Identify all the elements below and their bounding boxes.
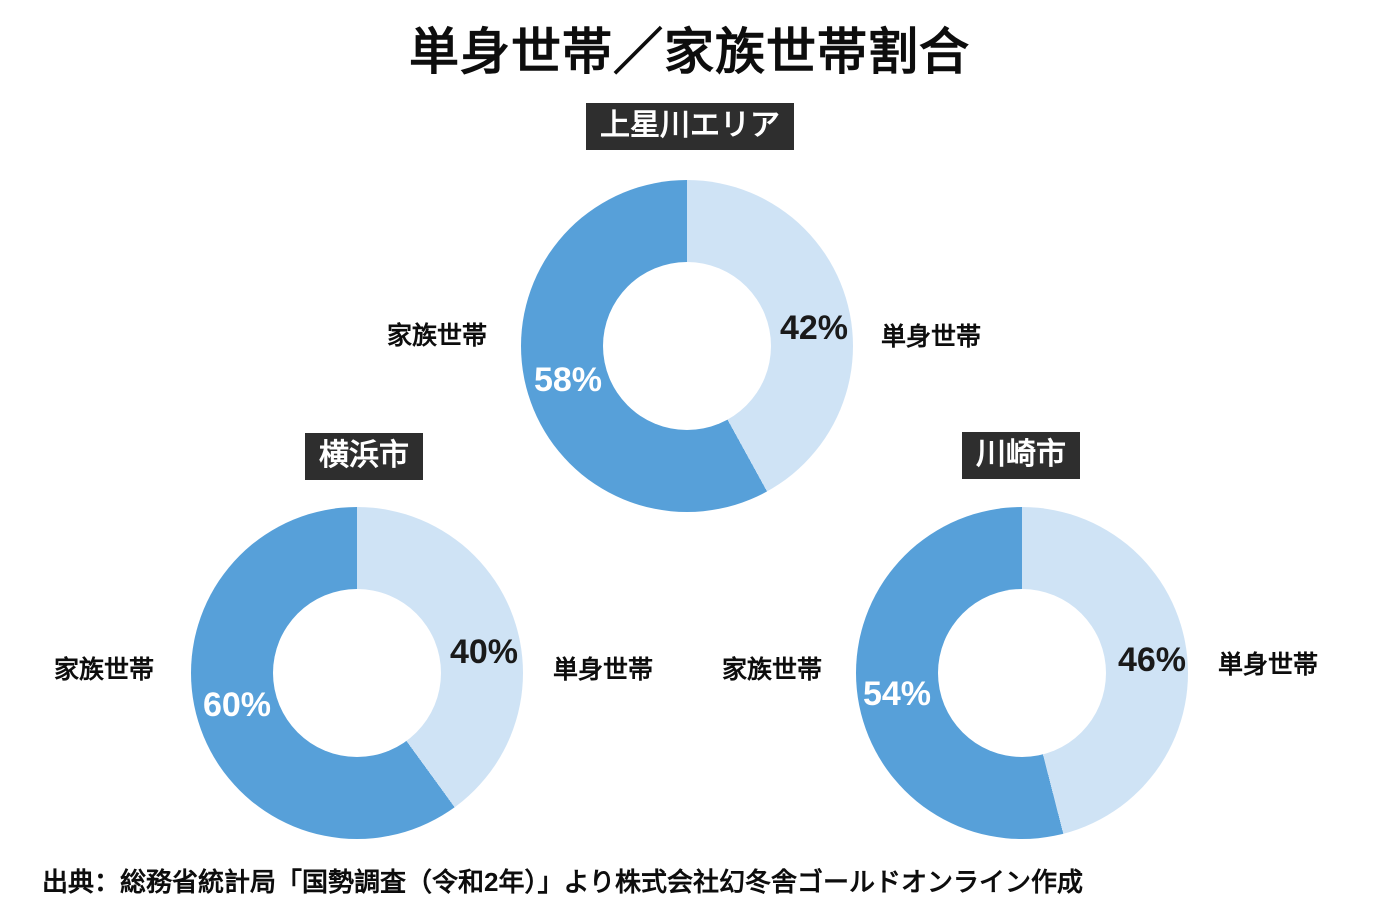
family-percentage-value: 58%: [533, 361, 603, 399]
area-badge: 川崎市: [962, 432, 1080, 479]
single-households-label: 単身世帯: [880, 323, 982, 351]
donut-chart-kamihoshikawa: 上星川エリア 家族世帯 単身世帯 58% 42%: [387, 103, 981, 512]
donut-chart-yokohama: 横浜市 家族世帯 単身世帯 60% 40%: [54, 433, 653, 839]
single-percentage-value: 42%: [779, 309, 849, 347]
source-note: 出典：総務省統計局「国勢調査（令和2年）」より株式会社幻冬舎ゴールドオンライン作…: [42, 867, 1083, 897]
single-households-label: 単身世帯: [1217, 651, 1319, 679]
family-households-label: 家族世帯: [386, 322, 488, 350]
donut-ring: [191, 507, 523, 839]
donut-chart-kawasaki: 川崎市 家族世帯 単身世帯 54% 46%: [722, 432, 1318, 839]
donut-ring: [521, 180, 853, 512]
page-title: 単身世帯／家族世帯割合: [409, 24, 970, 80]
single-households-label: 単身世帯: [552, 656, 654, 684]
family-households-label: 家族世帯: [721, 656, 823, 684]
area-badge: 横浜市: [305, 433, 423, 480]
family-percentage-value: 54%: [862, 675, 932, 713]
donut-hole: [603, 262, 771, 430]
single-percentage-value: 40%: [449, 633, 519, 671]
donut-ring: [856, 507, 1188, 839]
single-percentage-value: 46%: [1117, 641, 1187, 679]
family-percentage-value: 60%: [202, 686, 272, 724]
family-households-label: 家族世帯: [53, 656, 155, 684]
donut-hole: [938, 589, 1106, 757]
area-badge: 上星川エリア: [586, 103, 794, 150]
donut-hole: [273, 589, 441, 757]
